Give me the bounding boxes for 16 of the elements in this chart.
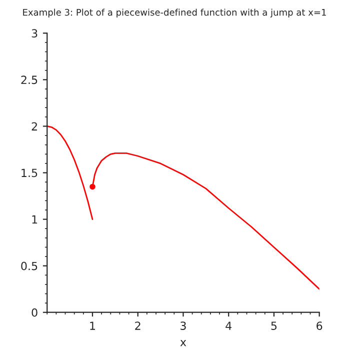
y-tick-label: 1.5: [22, 168, 38, 178]
y-tick-label: 2: [32, 122, 37, 130]
chart-title: Example 3: Plot of a piecewise-defined function with a jump at x=1: [23, 8, 326, 18]
x-tick-label: 6: [316, 322, 322, 330]
x-tick-label: 3: [180, 322, 186, 330]
line-series: [47, 126, 94, 220]
x-tick-label: 2: [135, 322, 140, 330]
y-tick-label: 0: [32, 308, 38, 317]
y-tick-label: 2.5: [21, 76, 38, 84]
y-tick-label: 3: [32, 29, 38, 38]
x-tick-label: 5: [271, 322, 277, 330]
y-tick-label: 1: [32, 215, 38, 224]
y-tick-label: 0.5: [21, 262, 38, 270]
x-tick-label: 1: [90, 322, 95, 330]
x-tick-label: 4: [226, 322, 232, 330]
x-axis-title: x: [180, 340, 186, 346]
